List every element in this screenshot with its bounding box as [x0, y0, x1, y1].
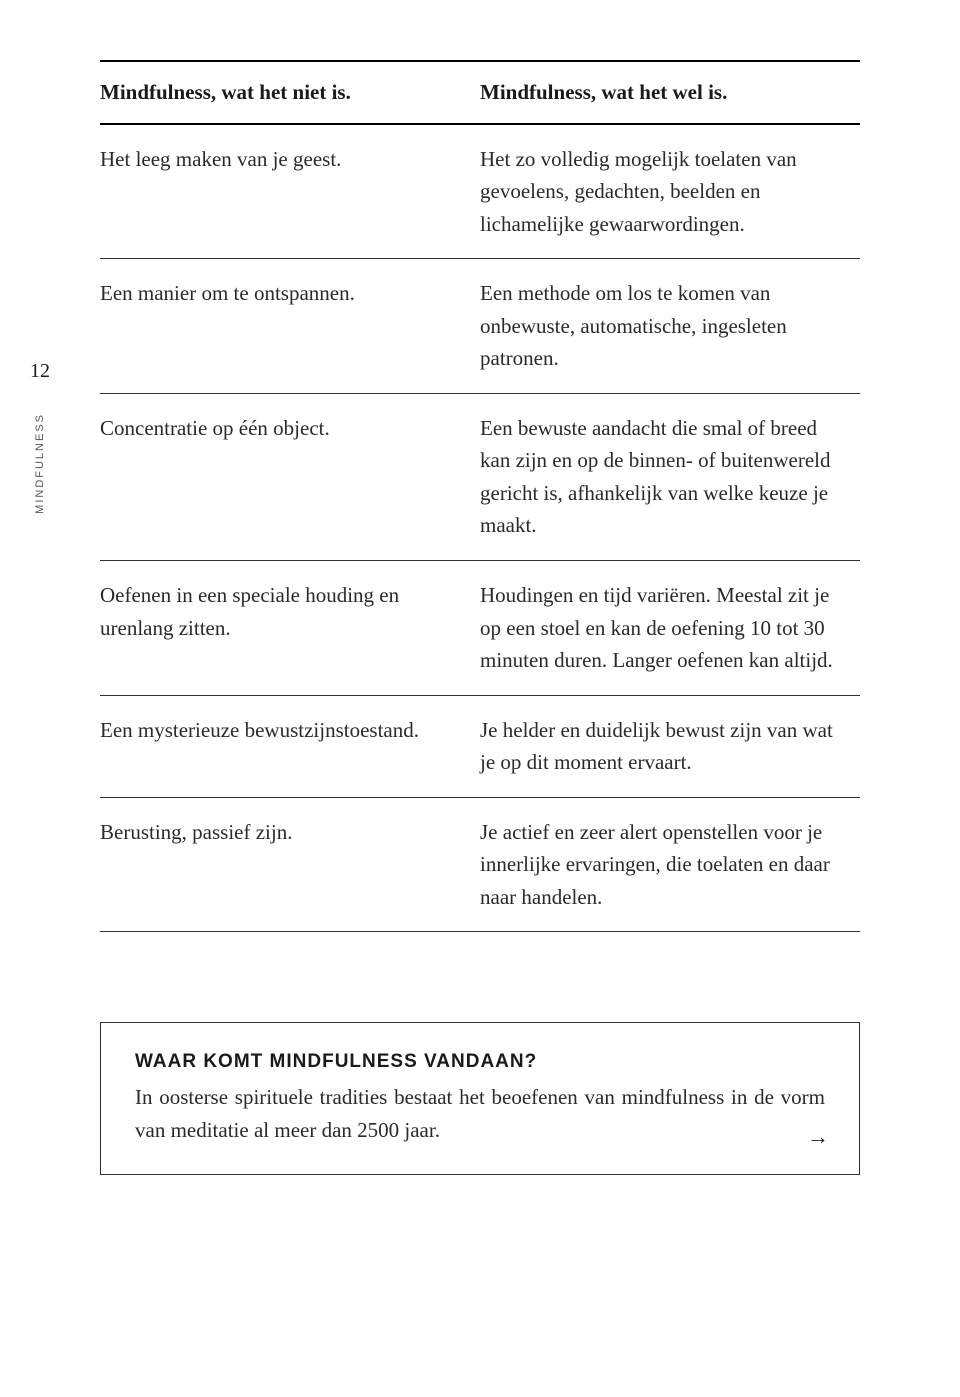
- table-row: Berusting, passief zijn. Je actief en ze…: [100, 797, 860, 932]
- callout-title: WAAR KOMT MINDFULNESS VANDAAN?: [135, 1051, 825, 1073]
- cell-left: Concentratie op één object.: [100, 393, 480, 560]
- cell-left: Een manier om te ontspannen.: [100, 259, 480, 394]
- cell-right: Het zo volledig mogelijk toelaten van ge…: [480, 124, 860, 259]
- cell-left: Oefenen in een speciale houding en urenl…: [100, 561, 480, 696]
- table-header-left: Mindfulness, wat het niet is.: [100, 61, 480, 124]
- page-number: 12: [20, 360, 60, 383]
- arrow-right-icon: →: [807, 1124, 829, 1150]
- table-row: Concentratie op één object. Een bewuste …: [100, 393, 860, 560]
- document-page: 12 MINDFULNESS Mindfulness, wat het niet…: [0, 0, 960, 1397]
- cell-right: Houdingen en tijd variëren. Meestal zit …: [480, 561, 860, 696]
- cell-right: Je helder en duidelijk bewust zijn van w…: [480, 695, 860, 797]
- side-label: MINDFULNESS: [34, 413, 46, 514]
- comparison-table: Mindfulness, wat het niet is. Mindfulnes…: [100, 60, 860, 932]
- cell-left: Het leeg maken van je geest.: [100, 124, 480, 259]
- cell-right: Een methode om los te komen van onbewust…: [480, 259, 860, 394]
- callout-box: WAAR KOMT MINDFULNESS VANDAAN? In ooster…: [100, 1022, 860, 1175]
- cell-right: Je actief en zeer alert openstellen voor…: [480, 797, 860, 932]
- margin-column: 12 MINDFULNESS: [20, 360, 60, 519]
- table-header-row: Mindfulness, wat het niet is. Mindfulnes…: [100, 61, 860, 124]
- table-header-right: Mindfulness, wat het wel is.: [480, 61, 860, 124]
- cell-right: Een bewuste aandacht die smal of breed k…: [480, 393, 860, 560]
- callout-body: In oosterse spirituele tradities bestaat…: [135, 1081, 825, 1146]
- cell-left: Een mysterieuze bewustzijns­toestand.: [100, 695, 480, 797]
- table-row: Een manier om te ontspannen. Een methode…: [100, 259, 860, 394]
- table-row: Oefenen in een speciale houding en urenl…: [100, 561, 860, 696]
- table-row: Een mysterieuze bewustzijns­toestand. Je…: [100, 695, 860, 797]
- cell-left: Berusting, passief zijn.: [100, 797, 480, 932]
- table-row: Het leeg maken van je geest. Het zo voll…: [100, 124, 860, 259]
